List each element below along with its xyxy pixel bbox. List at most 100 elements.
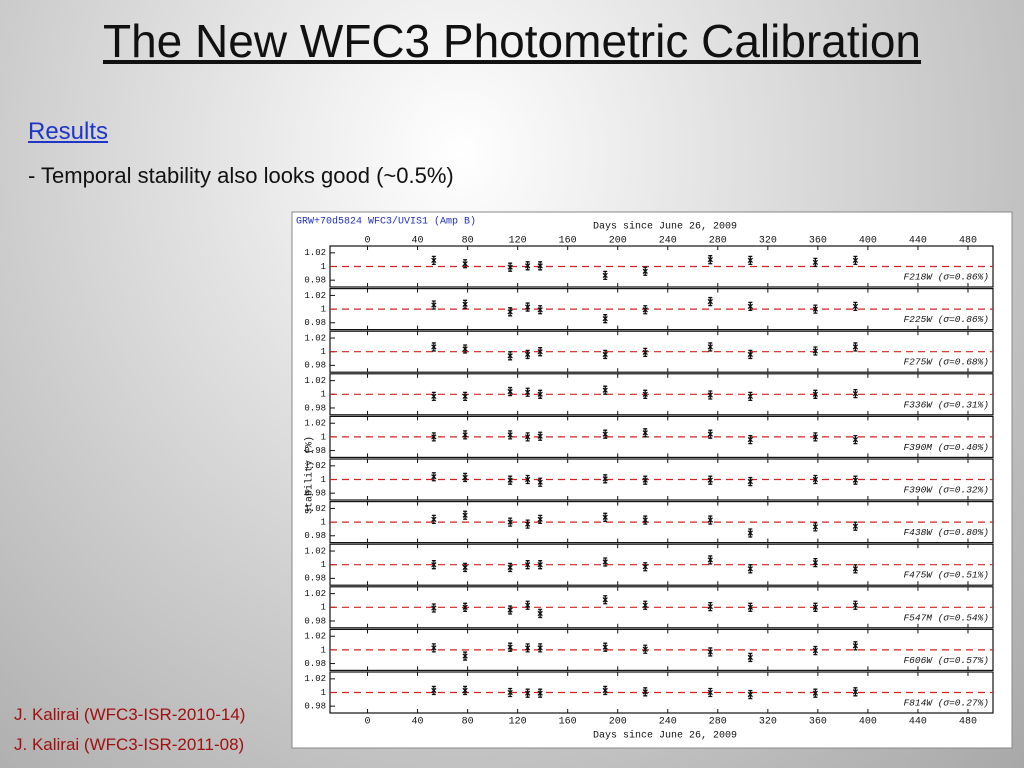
y-tick-label: 1.02 — [304, 674, 326, 684]
data-point — [602, 314, 608, 324]
data-point — [431, 514, 437, 525]
panel-label: F438W (σ=0.80%) — [903, 527, 989, 538]
data-point — [812, 389, 819, 399]
data-point — [602, 642, 608, 652]
data-point — [707, 342, 713, 352]
data-point — [462, 472, 468, 483]
heading-link[interactable]: Results — [28, 118, 109, 145]
x-tick-label: 160 — [559, 717, 577, 728]
data-point — [812, 304, 819, 314]
y-axis-title: Stability (%) — [304, 436, 316, 514]
y-tick-label: 0.98 — [304, 702, 326, 712]
data-point — [602, 474, 608, 484]
panel-label: F225W (σ=0.86%) — [903, 314, 989, 325]
data-point — [524, 600, 531, 610]
data-point — [852, 301, 859, 312]
data-point — [642, 305, 648, 315]
data-point — [507, 475, 513, 485]
data-point — [462, 602, 468, 612]
data-point — [642, 562, 648, 572]
data-point — [537, 514, 543, 525]
y-tick-label: 1.02 — [304, 504, 326, 514]
data-point — [524, 261, 531, 271]
y-tick-label: 0.98 — [304, 361, 326, 371]
data-point — [507, 562, 513, 573]
y-tick-label: 1.02 — [304, 632, 326, 642]
y-tick-label: 1.02 — [304, 248, 326, 258]
data-point — [524, 688, 531, 698]
data-point — [707, 601, 713, 612]
x-tick-label: 480 — [959, 236, 977, 247]
x-tick-label: 280 — [709, 717, 727, 728]
data-point — [431, 391, 437, 401]
x-tick-label: 200 — [609, 236, 627, 247]
x-tick-label: 480 — [959, 717, 977, 728]
data-point — [707, 687, 713, 698]
data-point — [747, 652, 753, 663]
data-point — [431, 342, 437, 352]
figure-background — [291, 211, 1013, 749]
data-point — [507, 307, 513, 317]
panel-label: F814W (σ=0.27%) — [903, 698, 989, 709]
y-tick-label: 1 — [321, 603, 326, 613]
data-point — [537, 261, 543, 271]
data-point — [524, 387, 531, 397]
panel-label: F390M (σ=0.40%) — [903, 442, 989, 453]
x-tick-label: 120 — [509, 717, 527, 728]
data-point — [852, 564, 859, 574]
y-tick-label: 1.02 — [304, 291, 326, 301]
data-point — [537, 688, 543, 698]
data-point — [507, 262, 513, 272]
y-tick-label: 1 — [321, 560, 326, 570]
x-tick-label: 320 — [759, 717, 777, 728]
y-tick-label: 1.02 — [304, 376, 326, 386]
x-tick-label: 0 — [365, 236, 371, 247]
data-point — [537, 347, 543, 357]
data-point — [462, 685, 468, 696]
x-axis-title: Days since June 26, 2009 — [593, 221, 737, 233]
y-tick-label: 1 — [321, 390, 326, 400]
x-tick-label: 360 — [809, 236, 827, 247]
panel-label: F547M (σ=0.54%) — [903, 612, 989, 623]
data-point — [642, 687, 648, 697]
data-point — [812, 602, 819, 612]
y-tick-label: 1 — [321, 432, 326, 442]
x-tick-label: 360 — [809, 717, 827, 728]
data-point — [747, 564, 753, 574]
data-point — [462, 344, 468, 354]
y-tick-label: 0.98 — [304, 616, 326, 626]
y-tick-label: 1 — [321, 262, 326, 272]
y-tick-label: 1.02 — [304, 546, 326, 556]
y-tick-label: 1.02 — [304, 461, 326, 471]
data-point — [431, 300, 437, 310]
slide-title: The New WFC3 Photometric Calibration — [102, 15, 922, 67]
data-point — [537, 560, 543, 570]
data-point — [642, 475, 648, 485]
data-point — [462, 259, 468, 269]
data-point — [431, 603, 437, 613]
data-point — [431, 560, 437, 570]
x-tick-label: 240 — [659, 717, 677, 728]
data-point — [524, 349, 531, 360]
data-point — [602, 270, 608, 281]
data-point — [707, 555, 713, 565]
data-point — [642, 600, 648, 610]
panel-label: F275W (σ=0.68%) — [903, 357, 989, 368]
x-tick-label: 440 — [909, 236, 927, 247]
x-tick-label: 80 — [462, 717, 474, 728]
data-point — [602, 685, 608, 696]
x-tick-label: 400 — [859, 236, 877, 247]
x-tick-label: 160 — [559, 236, 577, 247]
data-point — [812, 688, 819, 698]
x-tick-label: 320 — [759, 236, 777, 247]
data-point — [707, 390, 713, 400]
panel-label: F218W (σ=0.86%) — [903, 272, 989, 283]
data-point — [707, 255, 713, 265]
data-point — [852, 475, 859, 485]
data-point — [707, 515, 713, 525]
data-point — [707, 647, 713, 657]
data-point — [642, 389, 648, 399]
data-point — [507, 351, 513, 361]
data-point — [537, 305, 543, 315]
